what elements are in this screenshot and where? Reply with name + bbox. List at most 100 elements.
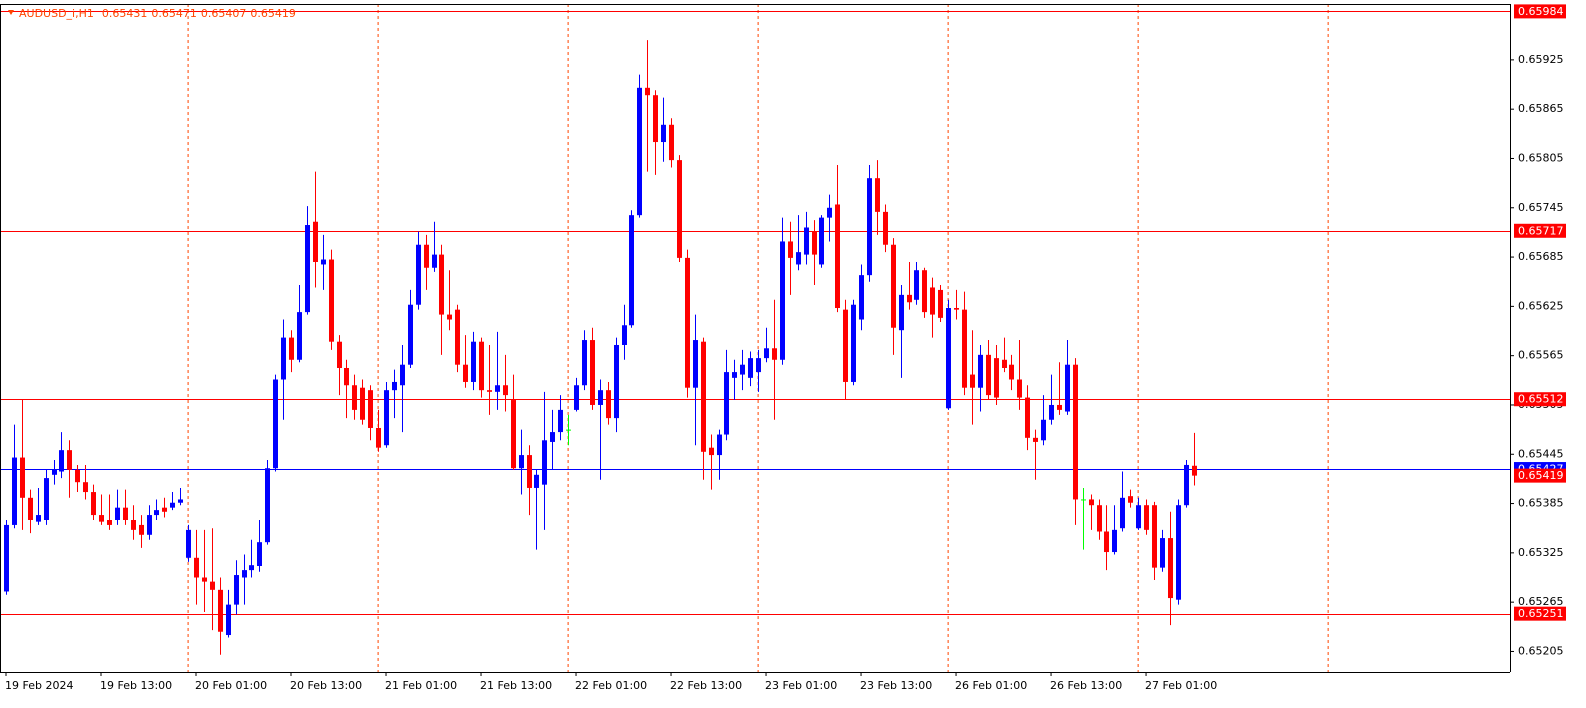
- candle-layer: [4, 40, 1197, 655]
- candle-body: [1089, 499, 1094, 506]
- candle-body: [487, 390, 492, 392]
- candle-body: [558, 409, 563, 433]
- candle-body: [376, 427, 381, 448]
- axis-layer: 0.65205 0.65265 0.65325 0.65385 0.65445 0.655…: [0, 4, 1564, 692]
- candle-body: [835, 204, 840, 309]
- candle-body: [962, 309, 967, 388]
- candle-body: [867, 178, 872, 276]
- y-tick-label: 0.65805: [1518, 151, 1564, 164]
- x-tick-label: 21 Feb 01:00: [385, 679, 457, 692]
- candle-body: [99, 515, 104, 522]
- candle-body: [930, 287, 935, 315]
- candle-body: [788, 241, 793, 258]
- y-tick-label: 0.65685: [1518, 250, 1564, 263]
- candle-body: [1097, 505, 1102, 532]
- candle-body: [352, 385, 357, 410]
- level-box: [1514, 4, 1566, 19]
- y-tick-label: 0.65625: [1518, 299, 1564, 312]
- candle-body: [883, 211, 888, 245]
- candle-body: [265, 468, 270, 543]
- candle-body: [970, 374, 975, 388]
- candle-body: [764, 348, 769, 359]
- candle-body: [218, 589, 223, 632]
- candle-body: [416, 244, 421, 305]
- candle-body: [297, 312, 302, 360]
- candle-body: [194, 557, 199, 578]
- candle-body: [123, 507, 128, 520]
- candle-body: [590, 340, 595, 405]
- candle-body: [44, 478, 49, 520]
- candle-body: [337, 341, 342, 368]
- candle-body: [162, 507, 167, 512]
- candle-body: [91, 492, 96, 516]
- candle-body: [432, 254, 437, 268]
- level-label: 0.65512: [1518, 393, 1564, 406]
- candle-body: [1104, 531, 1109, 553]
- candle-body: [439, 254, 444, 315]
- candle-body: [946, 308, 951, 409]
- candle-body: [1120, 497, 1125, 529]
- candle-body: [1002, 359, 1007, 368]
- candle-body: [827, 207, 832, 218]
- candle-body: [154, 510, 159, 516]
- candle-body: [1049, 404, 1054, 420]
- candle-body: [1192, 465, 1197, 476]
- candle-body: [249, 565, 254, 571]
- candle-body: [922, 270, 927, 313]
- candle-body: [732, 372, 737, 378]
- candle-body: [178, 499, 183, 503]
- candle-body: [527, 455, 532, 488]
- candle-body: [257, 542, 262, 567]
- candle-body: [748, 358, 753, 378]
- candle-body: [28, 497, 33, 520]
- candle-body: [812, 231, 817, 255]
- x-tick-label: 20 Feb 13:00: [290, 679, 362, 692]
- candle-body: [891, 244, 896, 328]
- candle-body: [202, 577, 207, 582]
- candle-body: [1184, 464, 1189, 506]
- candle-body: [780, 241, 785, 360]
- candle-body: [503, 385, 508, 396]
- candle-body: [139, 524, 144, 535]
- candle-body: [107, 519, 112, 525]
- y-tick-label: 0.65265: [1518, 595, 1564, 608]
- candle-body: [606, 390, 611, 419]
- y-tick-label: 0.65205: [1518, 644, 1564, 657]
- candle-body: [542, 440, 547, 485]
- candle-body: [796, 252, 801, 265]
- candle-body: [740, 364, 745, 375]
- candle-body: [400, 364, 405, 386]
- candle-body: [1017, 379, 1022, 398]
- candle-body: [1041, 419, 1046, 441]
- x-tick-label: 22 Feb 13:00: [670, 679, 742, 692]
- candle-body: [1144, 505, 1149, 530]
- x-tick-label: 23 Feb 01:00: [765, 679, 837, 692]
- candle-body: [685, 257, 690, 388]
- candle-body: [1081, 499, 1086, 501]
- candle-body: [360, 387, 365, 420]
- y-tick-label: 0.65565: [1518, 349, 1564, 362]
- candle-body: [455, 309, 460, 365]
- candle-body: [653, 95, 658, 143]
- level-box: [1514, 223, 1566, 238]
- candle-body: [851, 304, 856, 382]
- candle-body: [1057, 404, 1062, 410]
- candle-body: [899, 294, 904, 331]
- header: AUDUSD_i,H1 0.65431 0.65471 0.65407 0.65419: [19, 7, 296, 20]
- candle-body: [242, 570, 247, 578]
- candle-body: [1168, 538, 1173, 599]
- y-tick-label: 0.65925: [1518, 53, 1564, 66]
- x-tick-label: 19 Feb 2024: [5, 679, 73, 692]
- x-tick-label: 20 Feb 01:00: [195, 679, 267, 692]
- candle-body: [637, 87, 642, 216]
- candle-body: [115, 507, 120, 520]
- candle-body: [1176, 505, 1181, 600]
- candle-body: [772, 348, 777, 360]
- candle-body: [329, 259, 334, 342]
- candle-body: [1160, 538, 1165, 568]
- candle-body: [875, 178, 880, 212]
- candle-body: [819, 217, 824, 265]
- candle-body: [677, 160, 682, 258]
- candle-body: [273, 379, 278, 469]
